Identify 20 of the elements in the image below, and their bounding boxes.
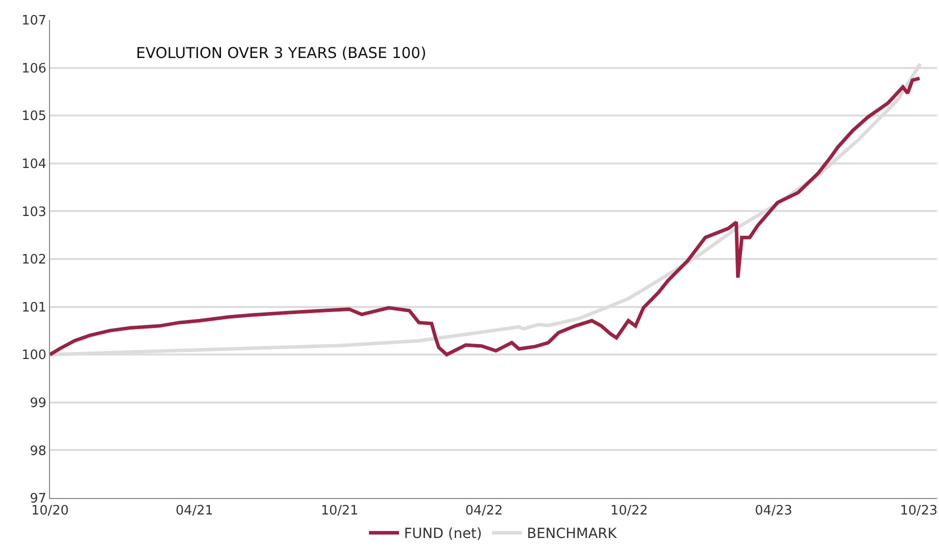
text: EVOLUTION OVER 3 YEARS (BASE 100) <box>136 44 426 62</box>
y-tick-label: 100 <box>22 348 46 364</box>
y-tick-label: 99 <box>30 396 46 411</box>
x-tick-label: 10/23 <box>900 504 938 519</box>
y-tick-label: 101 <box>22 300 46 316</box>
y-tick-label: 98 <box>30 444 46 459</box>
y-tick-label: 103 <box>22 204 46 220</box>
x-tick-label: 04/22 <box>465 504 503 519</box>
x-tick-label: 10/20 <box>31 504 69 519</box>
x-tick-label: 04/21 <box>176 504 214 519</box>
x-tick-label: 10/21 <box>320 504 358 519</box>
y-tick-label: 104 <box>22 156 46 172</box>
y-tick-label: 102 <box>22 252 46 268</box>
y-tick-label: 107 <box>22 14 46 29</box>
legend-label: BENCHMARK <box>526 526 618 542</box>
x-tick-label: 10/22 <box>610 504 648 519</box>
x-tick-label: 04/23 <box>754 504 792 519</box>
legend-label: FUND (net) <box>404 526 482 542</box>
y-tick-label: 106 <box>22 61 46 76</box>
y-tick-label: 105 <box>22 109 46 124</box>
